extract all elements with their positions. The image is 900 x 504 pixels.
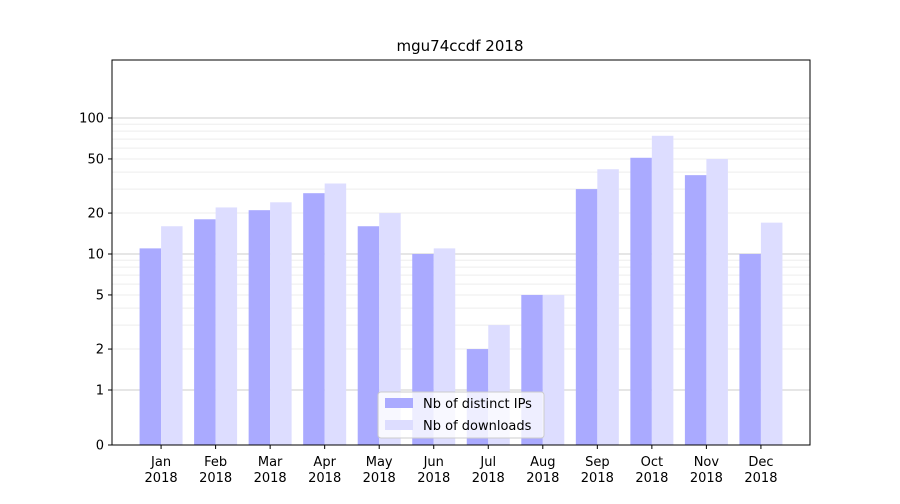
x-tick-label-month: Mar: [258, 455, 283, 470]
bar-downloads: [706, 158, 728, 446]
bar-downloads: [270, 202, 292, 445]
bar-distinct-ips: [139, 248, 162, 445]
bar-downloads: [379, 213, 401, 445]
bar-distinct-ips: [630, 157, 652, 446]
bar-downloads: [651, 135, 674, 445]
x-tick-label-month: Apr: [313, 455, 336, 470]
bar-distinct-ips: [248, 210, 271, 445]
legend-swatch-distinct-ips: [385, 398, 413, 408]
x-tick-label-year: 2018: [254, 471, 287, 486]
x-tick-label-month: Jan: [150, 455, 171, 470]
legend-label-distinct-ips: Nb of distinct IPs: [423, 397, 532, 412]
bar-distinct-ips: [357, 226, 380, 445]
bar-downloads: [542, 294, 565, 445]
y-tick-label: 50: [87, 152, 104, 167]
x-tick-label-year: 2018: [308, 471, 341, 486]
plot-frame: [111, 59, 811, 446]
y-tick-label: 100: [79, 112, 104, 127]
x-tick-label-year: 2018: [199, 471, 232, 486]
bar-distinct-ips: [739, 254, 761, 445]
x-tick-label-year: 2018: [635, 471, 668, 486]
chart-title: mgu74ccdf 2018: [397, 37, 524, 55]
bar-downloads: [215, 207, 238, 445]
y-tick-label: 10: [87, 248, 104, 263]
x-tick-label-year: 2018: [744, 471, 777, 486]
bar-downloads: [324, 183, 347, 445]
x-tick-label-month: Dec: [748, 455, 773, 470]
x-tick-label-year: 2018: [472, 471, 505, 486]
y-tick-label: 0: [96, 439, 104, 454]
legend-label-downloads: Nb of downloads: [423, 419, 532, 434]
x-tick-label-month: Sep: [585, 455, 610, 470]
x-tick-label-month: Jun: [423, 455, 444, 470]
y-tick-label: 5: [96, 288, 104, 303]
x-tick-label-year: 2018: [690, 471, 723, 486]
x-tick-label-year: 2018: [363, 471, 396, 486]
bar-downloads: [597, 169, 619, 445]
x-tick-label-year: 2018: [581, 471, 614, 486]
bar-downloads: [760, 222, 783, 445]
x-tick-label-month: Jul: [479, 455, 496, 470]
legend: Nb of distinct IPs Nb of downloads: [377, 391, 545, 439]
y-tick-label: 20: [87, 207, 104, 222]
x-axis: Jan2018Feb2018Mar2018Apr2018May2018Jun20…: [145, 445, 777, 486]
bar-distinct-ips: [575, 189, 598, 445]
x-tick-label-month: Feb: [204, 455, 227, 470]
bar-downloads: [161, 226, 183, 445]
y-axis: 0 1 2 5 10 20 50 100: [79, 112, 112, 454]
x-tick-label-month: Nov: [694, 455, 720, 470]
x-tick-label-year: 2018: [417, 471, 450, 486]
y-tick-label: 2: [96, 343, 104, 358]
bar-distinct-ips: [684, 175, 707, 446]
x-tick-label-month: Oct: [641, 455, 663, 470]
legend-swatch-downloads: [385, 420, 413, 430]
x-tick-label-year: 2018: [526, 471, 559, 486]
legend-box: [377, 391, 545, 439]
x-tick-label-year: 2018: [145, 471, 178, 486]
bar-distinct-ips: [303, 193, 325, 445]
bar-distinct-ips: [194, 219, 216, 445]
x-tick-label-month: Aug: [530, 455, 555, 470]
x-tick-label-month: May: [366, 455, 393, 470]
y-tick-label: 1: [96, 384, 104, 399]
